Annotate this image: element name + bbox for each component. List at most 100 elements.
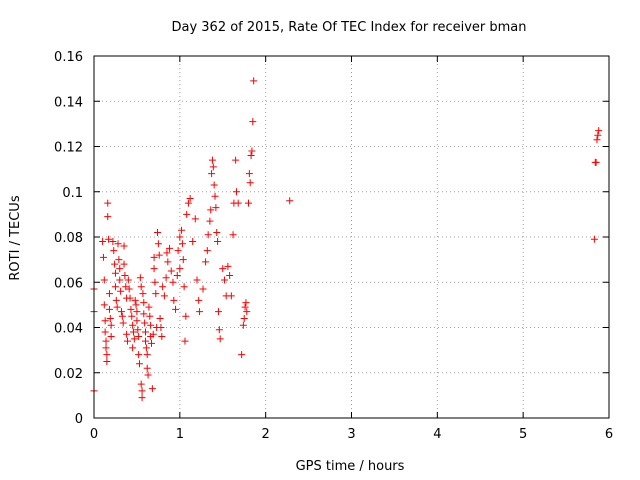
data-point [99,253,107,261]
data-point [148,385,156,393]
data-point [150,265,158,273]
y-tick-label: 0.14 [54,95,83,110]
data-point [107,321,115,329]
data-point [238,351,246,359]
data-point [103,357,111,365]
data-point [167,267,175,275]
data-point [232,156,240,164]
data-point [137,283,145,291]
data-point [105,290,113,298]
data-point [158,333,166,341]
data-point [156,314,164,322]
data-point [109,238,117,246]
data-point [154,240,162,248]
data-point [124,276,132,284]
data-point [208,156,216,164]
data-point [241,303,249,311]
data-point [203,247,211,255]
data-point [123,337,131,345]
data-point [204,231,212,239]
data-point [189,238,197,246]
data-point [110,247,118,255]
data-point [135,351,143,359]
data-point [105,305,113,313]
data-point [209,163,217,171]
data-point [135,360,143,368]
data-point [126,294,134,302]
data-point [180,283,188,291]
x-axis-label: GPS time / hours [296,459,405,474]
data-point [123,330,131,338]
axis-ticks: 0 1 2 3 4 5 6 0 0.02 0.04 0.06 0.08 0.1 0.12 0.14 0.16 [54,50,613,442]
data-point [178,240,186,248]
data-point [120,242,128,250]
data-point [140,310,148,318]
data-point [101,328,109,336]
data-point [146,312,154,320]
grid [94,56,609,418]
data-point [117,308,125,316]
data-point [142,344,150,352]
data-point [152,290,160,298]
data-point [232,188,240,196]
data-point [220,276,228,284]
data-point [105,235,113,243]
data-point [207,206,215,214]
data-point [248,147,256,155]
data-point [117,287,125,295]
data-point [129,344,137,352]
data-point [101,317,109,325]
data-point [286,197,294,205]
data-point [138,387,146,395]
data-point [99,238,107,246]
data-point [246,179,254,187]
data-point [143,351,151,359]
data-point [213,228,221,236]
data-point [136,274,144,282]
y-axis-label: ROTI / TECUs [8,195,23,280]
data-point [243,308,251,316]
data-point [176,265,184,273]
data-point [145,303,153,311]
data-point [114,240,122,248]
data-point [159,283,167,291]
data-point [121,271,129,279]
data-point [116,265,124,273]
data-point [240,314,248,322]
x-tick-label: 6 [605,427,613,442]
data-point [112,296,120,304]
data-point [172,305,180,313]
data-point [196,308,204,316]
data-point [191,215,199,223]
data-point [215,326,223,334]
data-point [250,77,258,85]
data-point [245,199,252,207]
data-point [182,312,190,320]
data-point [174,247,182,255]
data-point [173,271,181,279]
data-point [170,296,178,304]
data-point [183,210,191,218]
data-point [216,335,224,343]
y-tick-label: 0.08 [54,231,83,246]
data-point [138,394,146,402]
data-point [239,321,247,329]
data-point [116,276,124,284]
data-point [160,292,168,300]
data-point [111,283,119,291]
data-point [107,333,115,341]
data-point [169,278,177,286]
data-point [212,204,220,212]
y-tick-label: 0 [75,412,83,427]
data-point [155,251,163,259]
data-point [245,170,253,178]
data-point [129,328,137,336]
y-tick-label: 0.16 [54,50,83,65]
x-tick-label: 5 [519,427,527,442]
data-point [186,195,194,203]
data-point [104,199,112,207]
data-point [133,317,141,325]
data-point [100,301,108,309]
data-point [143,364,151,372]
